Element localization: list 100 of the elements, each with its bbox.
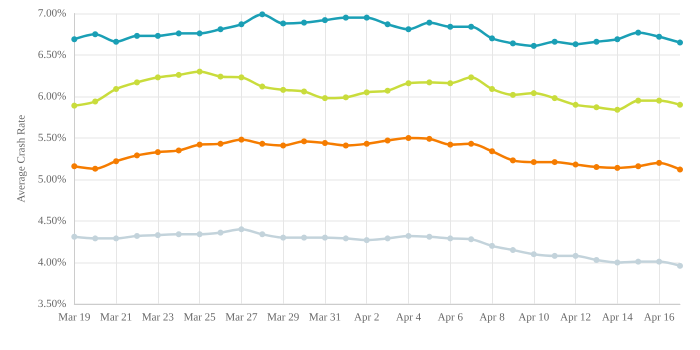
point <box>134 79 140 86</box>
point <box>301 138 308 144</box>
point <box>677 166 683 173</box>
point <box>426 79 432 86</box>
x-tick-label: Apr 4 <box>396 312 422 324</box>
point <box>176 147 182 154</box>
point <box>154 74 161 80</box>
point <box>113 158 120 164</box>
point <box>342 235 349 242</box>
point <box>593 164 600 170</box>
x-tick-label: Mar 27 <box>225 312 258 324</box>
point <box>92 235 98 242</box>
x-tick-label: Mar 19 <box>58 312 91 324</box>
x-tick-label: Mar 29 <box>267 312 300 324</box>
point <box>510 92 516 98</box>
point <box>572 252 579 259</box>
point <box>113 86 120 92</box>
point <box>113 38 120 45</box>
x-tick-label: Apr 6 <box>438 312 464 324</box>
point <box>677 262 683 269</box>
point <box>364 14 370 21</box>
point <box>176 72 182 78</box>
x-tick-label: Apr 14 <box>602 312 634 324</box>
point <box>635 30 642 36</box>
point <box>238 136 244 143</box>
point <box>572 162 579 168</box>
point <box>134 32 140 39</box>
point <box>593 104 600 110</box>
y-tick-label: 4.00% <box>38 256 66 268</box>
y-tick-label: 6.50% <box>38 49 66 61</box>
point <box>384 235 391 242</box>
point <box>92 98 98 104</box>
point <box>677 102 683 108</box>
point <box>364 237 370 244</box>
point <box>92 166 98 172</box>
point <box>405 232 412 239</box>
point <box>134 232 140 239</box>
point <box>280 142 286 148</box>
point <box>656 98 662 104</box>
point <box>71 36 78 42</box>
point <box>489 242 496 249</box>
y-tick-label: 5.50% <box>38 132 66 144</box>
point <box>530 251 537 258</box>
point <box>196 142 203 148</box>
point <box>656 34 662 40</box>
point <box>468 236 474 242</box>
point <box>342 14 349 21</box>
point <box>196 231 203 238</box>
point <box>301 234 308 241</box>
point <box>447 235 454 242</box>
y-tick-label: 6.00% <box>38 90 66 102</box>
point <box>530 90 537 96</box>
x-tick-label: Mar 23 <box>142 312 174 324</box>
point <box>154 32 161 39</box>
point <box>468 74 474 80</box>
point <box>280 20 286 26</box>
point <box>342 94 349 100</box>
point <box>635 163 642 170</box>
point <box>322 95 328 102</box>
point <box>322 17 328 24</box>
point <box>238 21 244 28</box>
x-tick-label: Mar 25 <box>184 312 216 324</box>
point <box>510 157 516 164</box>
point <box>447 24 454 30</box>
point <box>489 86 496 92</box>
point <box>259 11 266 18</box>
x-tick-label: Mar 21 <box>100 312 132 324</box>
point <box>614 260 620 266</box>
point <box>280 234 286 241</box>
point <box>71 102 78 109</box>
point <box>154 149 161 156</box>
point <box>218 74 224 80</box>
point <box>426 136 432 142</box>
point <box>530 159 537 166</box>
point <box>71 163 78 170</box>
point <box>384 88 391 94</box>
x-tick-label: Apr 2 <box>354 312 380 324</box>
point <box>259 84 266 90</box>
point <box>572 102 579 108</box>
y-axis-title: Average Crash Rate <box>16 114 28 203</box>
point <box>510 247 516 254</box>
x-tick-label: Apr 8 <box>479 312 506 324</box>
point <box>176 231 182 238</box>
point <box>238 226 244 232</box>
point <box>677 40 683 46</box>
point <box>489 148 496 154</box>
x-tick-label: Apr 16 <box>644 312 676 324</box>
point <box>301 88 308 95</box>
x-tick-label: Mar 31 <box>308 312 341 324</box>
point <box>342 142 349 148</box>
point <box>552 95 558 102</box>
point <box>593 38 600 45</box>
point <box>468 140 474 147</box>
x-tick-label: Apr 10 <box>518 312 550 324</box>
point <box>447 80 454 86</box>
point <box>426 20 432 26</box>
point <box>176 30 182 36</box>
point <box>238 74 244 80</box>
point <box>635 98 642 104</box>
point <box>447 142 454 148</box>
